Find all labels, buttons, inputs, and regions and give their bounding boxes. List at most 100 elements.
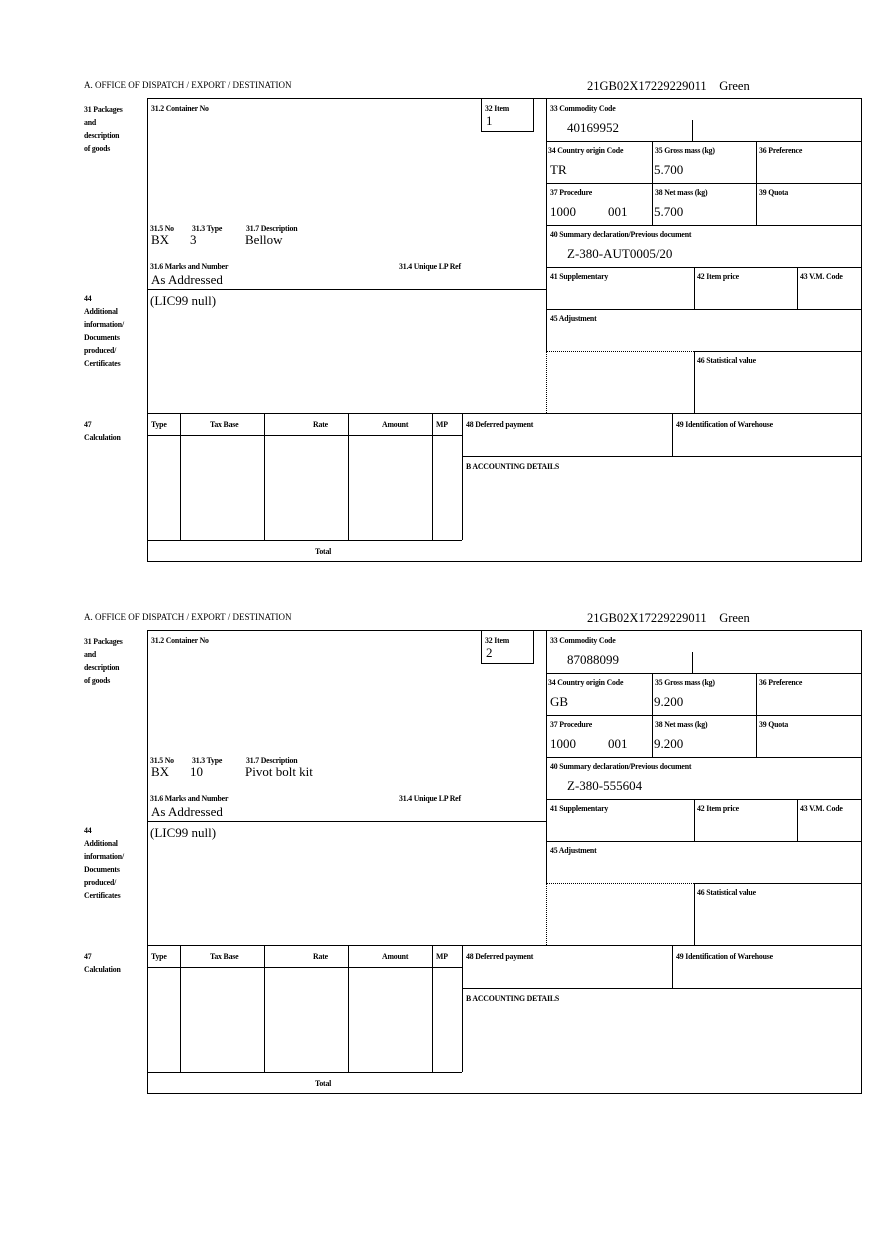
additional-information: (LIC99 null) [150,825,217,840]
calc-col-mp: MP [436,419,448,429]
label-45: 45 Adjustment [550,313,597,323]
label-44-line5: produced/ [84,345,117,355]
label-48: 48 Deferred payment [466,419,534,429]
label-32: 32 Item [485,635,510,645]
label-49: 49 Identification of Warehouse [676,419,773,429]
label-44-line2: Additional [84,306,118,316]
procedure-code: 1000 [550,736,576,751]
label-42: 42 Item price [697,271,739,281]
item-number: 1 [486,113,493,128]
label-31-6: 31.6 Marks and Number [150,261,229,271]
label-31-line4: of goods [84,143,111,153]
label-31-line4: of goods [84,675,111,685]
label-47-line2: Calculation [84,964,121,974]
label-31-line1: 31 Packages [84,104,123,114]
label-38: 38 Net mass (kg) [655,187,708,197]
item-number: 2 [486,645,493,660]
package-count: 10 [190,764,203,779]
label-44-line2: Additional [84,838,118,848]
calc-col-type: Type [151,419,167,429]
goods-description: Bellow [245,232,283,247]
label-40: 40 Summary declaration/Previous document [550,761,692,771]
label-49: 49 Identification of Warehouse [676,951,773,961]
label-31-line1: 31 Packages [84,636,123,646]
route: Green [719,611,750,625]
calc-col-type: Type [151,951,167,961]
header-ref: 21GB02X17229229011 Green [587,79,750,94]
declaration-ref: 21GB02X17229229011 [587,611,707,625]
net-mass: 9.200 [654,736,684,751]
procedure-code: 1000 [550,204,576,219]
label-44-line3: information/ [84,319,124,329]
label-31-2: 31.2 Container No [151,103,209,113]
label-31-3: 31.3 Type [192,223,223,233]
label-31-7: 31.7 Description [246,223,298,233]
label-40: 40 Summary declaration/Previous document [550,229,692,239]
label-48: 48 Deferred payment [466,951,534,961]
label-43: 43 V.M. Code [800,271,843,281]
label-32: 32 Item [485,103,510,113]
label-44-line1: 44 [84,293,92,303]
label-44-line3: information/ [84,851,124,861]
label-31-5: 31.5 No [150,755,174,765]
label-44-line6: Certificates [84,890,121,900]
label-46: 46 Statistical value [697,355,756,365]
label-35: 35 Gross mass (kg) [655,145,715,155]
label-34: 34 Country origin Code [548,145,624,155]
label-37: 37 Procedure [550,187,593,197]
calc-col-amount: Amount [382,951,409,961]
label-31-line3: description [84,130,120,140]
label-37: 37 Procedure [550,719,593,729]
calc-total-label: Total [315,546,332,556]
previous-document: Z-380-555604 [567,778,643,793]
label-accounting-details: B ACCOUNTING DETAILS [466,993,560,1003]
package-count: 3 [190,232,197,247]
label-38: 38 Net mass (kg) [655,719,708,729]
header-office: A. OFFICE OF DISPATCH / EXPORT / DESTINA… [84,80,292,90]
label-31-4: 31.4 Unique LP Ref [399,793,461,803]
label-47-line1: 47 [84,419,92,429]
label-31-5: 31.5 No [150,223,174,233]
calc-col-rate: Rate [313,951,328,961]
label-31-4: 31.4 Unique LP Ref [399,261,461,271]
commodity-code: 87088099 [567,652,619,667]
label-31-6: 31.6 Marks and Number [150,793,229,803]
label-46: 46 Statistical value [697,887,756,897]
header-office: A. OFFICE OF DISPATCH / EXPORT / DESTINA… [84,612,292,622]
item-block: A. OFFICE OF DISPATCH / EXPORT / DESTINA… [0,78,882,562]
label-39: 39 Quota [759,719,789,729]
marks-and-number: As Addressed [151,272,223,287]
label-43: 43 V.M. Code [800,803,843,813]
label-31-2: 31.2 Container No [151,635,209,645]
label-41: 41 Supplementary [550,271,609,281]
label-36: 36 Preference [759,145,803,155]
additional-procedure-code: 001 [608,736,628,751]
label-accounting-details: B ACCOUNTING DETAILS [466,461,560,471]
commodity-code: 40169952 [567,120,619,135]
country-origin: GB [550,694,569,709]
label-33: 33 Commodity Code [550,635,616,645]
label-44-line6: Certificates [84,358,121,368]
label-44-line4: Documents [84,864,120,874]
label-45: 45 Adjustment [550,845,597,855]
header-ref: 21GB02X17229229011 Green [587,611,750,626]
net-mass: 5.700 [654,204,684,219]
route: Green [719,79,750,93]
label-47-line1: 47 [84,951,92,961]
calc-col-amount: Amount [382,419,409,429]
label-31-line2: and [84,117,97,127]
label-44-line5: produced/ [84,877,117,887]
calc-total-label: Total [315,1078,332,1088]
calc-col-tax-base: Tax Base [210,419,239,429]
country-origin: TR [550,162,567,177]
label-33: 33 Commodity Code [550,103,616,113]
package-kind: BX [151,764,170,779]
gross-mass: 5.700 [654,162,684,177]
calc-col-rate: Rate [313,419,328,429]
label-31-line3: description [84,662,120,672]
package-kind: BX [151,232,170,247]
label-34: 34 Country origin Code [548,677,624,687]
label-35: 35 Gross mass (kg) [655,677,715,687]
marks-and-number: As Addressed [151,804,223,819]
label-44-line4: Documents [84,332,120,342]
